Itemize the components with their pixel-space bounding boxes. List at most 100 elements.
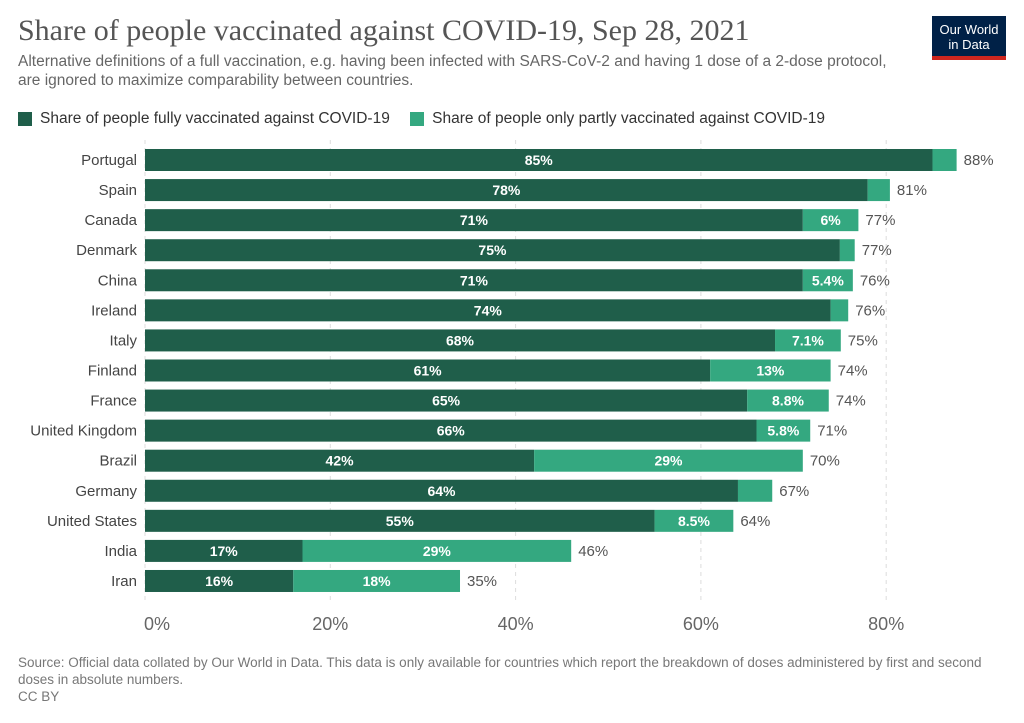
category-label: Portugal xyxy=(81,152,137,169)
bar-partial xyxy=(747,389,829,412)
x-tick-label: 0% xyxy=(144,614,170,634)
data-label-partial: 29% xyxy=(654,453,683,469)
data-label-full: 61% xyxy=(414,362,443,378)
category-label: Spain xyxy=(99,182,137,199)
bar-full xyxy=(145,269,803,292)
chart-subtitle: Alternative definitions of a full vaccin… xyxy=(18,53,887,89)
bar-partial xyxy=(534,449,803,472)
bar-partial xyxy=(839,239,855,262)
legend-swatch-partial xyxy=(410,112,425,126)
source-note: Source: Official data collated by Our Wo… xyxy=(18,655,982,687)
logo-line-1: Our World xyxy=(939,22,999,37)
total-label: 74% xyxy=(836,393,866,410)
bar-full xyxy=(145,299,831,322)
data-label-partial: 8.8% xyxy=(772,393,804,409)
category-label: India xyxy=(104,543,137,560)
data-label-partial: 7.1% xyxy=(792,332,824,348)
x-tick-label: 80% xyxy=(868,614,904,634)
data-label-partial: 13% xyxy=(756,362,785,378)
legend-item-full[interactable]: Share of people fully vaccinated against… xyxy=(18,110,390,128)
legend-swatch-full xyxy=(18,112,32,126)
data-label-full: 16% xyxy=(205,573,234,589)
data-label-partial: 18% xyxy=(363,573,392,589)
category-label: Finland xyxy=(88,362,137,379)
bar-partial xyxy=(867,179,890,202)
data-label-full: 42% xyxy=(326,453,355,469)
category-label: United Kingdom xyxy=(30,423,137,440)
data-label-full: 78% xyxy=(492,182,521,198)
total-label: 74% xyxy=(838,362,868,379)
bar-full xyxy=(145,179,868,202)
total-label: 76% xyxy=(855,302,885,319)
data-label-full: 71% xyxy=(460,212,489,228)
category-label: United States xyxy=(47,513,137,530)
bar-partial xyxy=(775,329,841,352)
data-label-partial: 5.4% xyxy=(812,272,844,288)
bar-partial xyxy=(302,539,572,562)
total-label: 67% xyxy=(779,483,809,500)
bar-partial xyxy=(932,149,957,171)
data-label-partial: 29% xyxy=(423,543,452,559)
bar-partial xyxy=(830,299,849,322)
data-label-full: 71% xyxy=(460,272,489,288)
logo-line-2: in Data xyxy=(948,37,990,52)
total-label: 71% xyxy=(817,423,847,440)
category-label: Iran xyxy=(111,573,137,590)
bar-full xyxy=(145,149,933,171)
bar-full xyxy=(145,209,803,232)
data-label-full: 64% xyxy=(427,483,456,499)
data-label-full: 68% xyxy=(446,332,475,348)
category-label: Canada xyxy=(84,212,137,229)
total-label: 64% xyxy=(740,513,770,530)
category-label: China xyxy=(98,272,138,289)
category-label: France xyxy=(90,393,137,410)
total-label: 88% xyxy=(964,152,994,169)
category-label: Germany xyxy=(75,483,137,500)
chart-title: Share of people vaccinated against COVID… xyxy=(18,14,750,47)
total-label: 46% xyxy=(578,543,608,560)
bar-full xyxy=(145,359,711,382)
data-label-full: 17% xyxy=(210,543,239,559)
bar-partial xyxy=(293,569,461,592)
bar-full xyxy=(145,449,535,472)
data-label-full: 75% xyxy=(478,242,507,258)
license-note: CC BY xyxy=(18,689,60,704)
bar-partial xyxy=(737,479,773,502)
category-label: Denmark xyxy=(76,242,137,259)
logo-accent-bar xyxy=(932,56,1006,60)
legend-label-partial: Share of people only partly vaccinated a… xyxy=(432,110,826,127)
owid-logo[interactable]: Our World in Data xyxy=(932,16,1006,60)
bar-partial xyxy=(710,359,831,382)
category-label: Italy xyxy=(109,332,137,349)
x-tick-label: 20% xyxy=(312,614,348,634)
legend-item-partial[interactable]: Share of people only partly vaccinated a… xyxy=(410,110,825,128)
legend-label-full: Share of people fully vaccinated against… xyxy=(40,110,390,127)
bar-full xyxy=(145,539,303,562)
data-label-full: 66% xyxy=(437,423,466,439)
data-label-full: 65% xyxy=(432,393,461,409)
data-label-partial: 5.8% xyxy=(767,423,799,439)
bar-full xyxy=(145,329,776,352)
bar-partial xyxy=(654,509,734,532)
bar-full xyxy=(145,509,655,532)
data-label-partial: 8.5% xyxy=(678,513,710,529)
total-label: 76% xyxy=(860,272,890,289)
bar-full xyxy=(145,479,738,502)
bar-partial xyxy=(756,419,811,442)
data-label-partial: 6% xyxy=(820,212,841,228)
data-label-full: 85% xyxy=(525,152,554,168)
bar-full xyxy=(145,239,840,262)
data-label-full: 74% xyxy=(474,302,503,318)
total-label: 35% xyxy=(467,573,497,590)
bar-partial xyxy=(802,209,859,232)
category-label: Brazil xyxy=(99,453,137,470)
total-label: 70% xyxy=(810,453,840,470)
total-label: 75% xyxy=(848,332,878,349)
category-label: Ireland xyxy=(91,302,137,319)
bar-chart: 0% 20% 40% 60% 80% Portugal 85% 88% Spain 78% 81% C… xyxy=(30,140,994,634)
bar-full xyxy=(145,419,757,442)
x-tick-label: 60% xyxy=(683,614,719,634)
chart-legend: Share of people fully vaccinated against… xyxy=(18,110,841,130)
total-label: 81% xyxy=(897,182,927,199)
total-label: 77% xyxy=(865,212,895,229)
